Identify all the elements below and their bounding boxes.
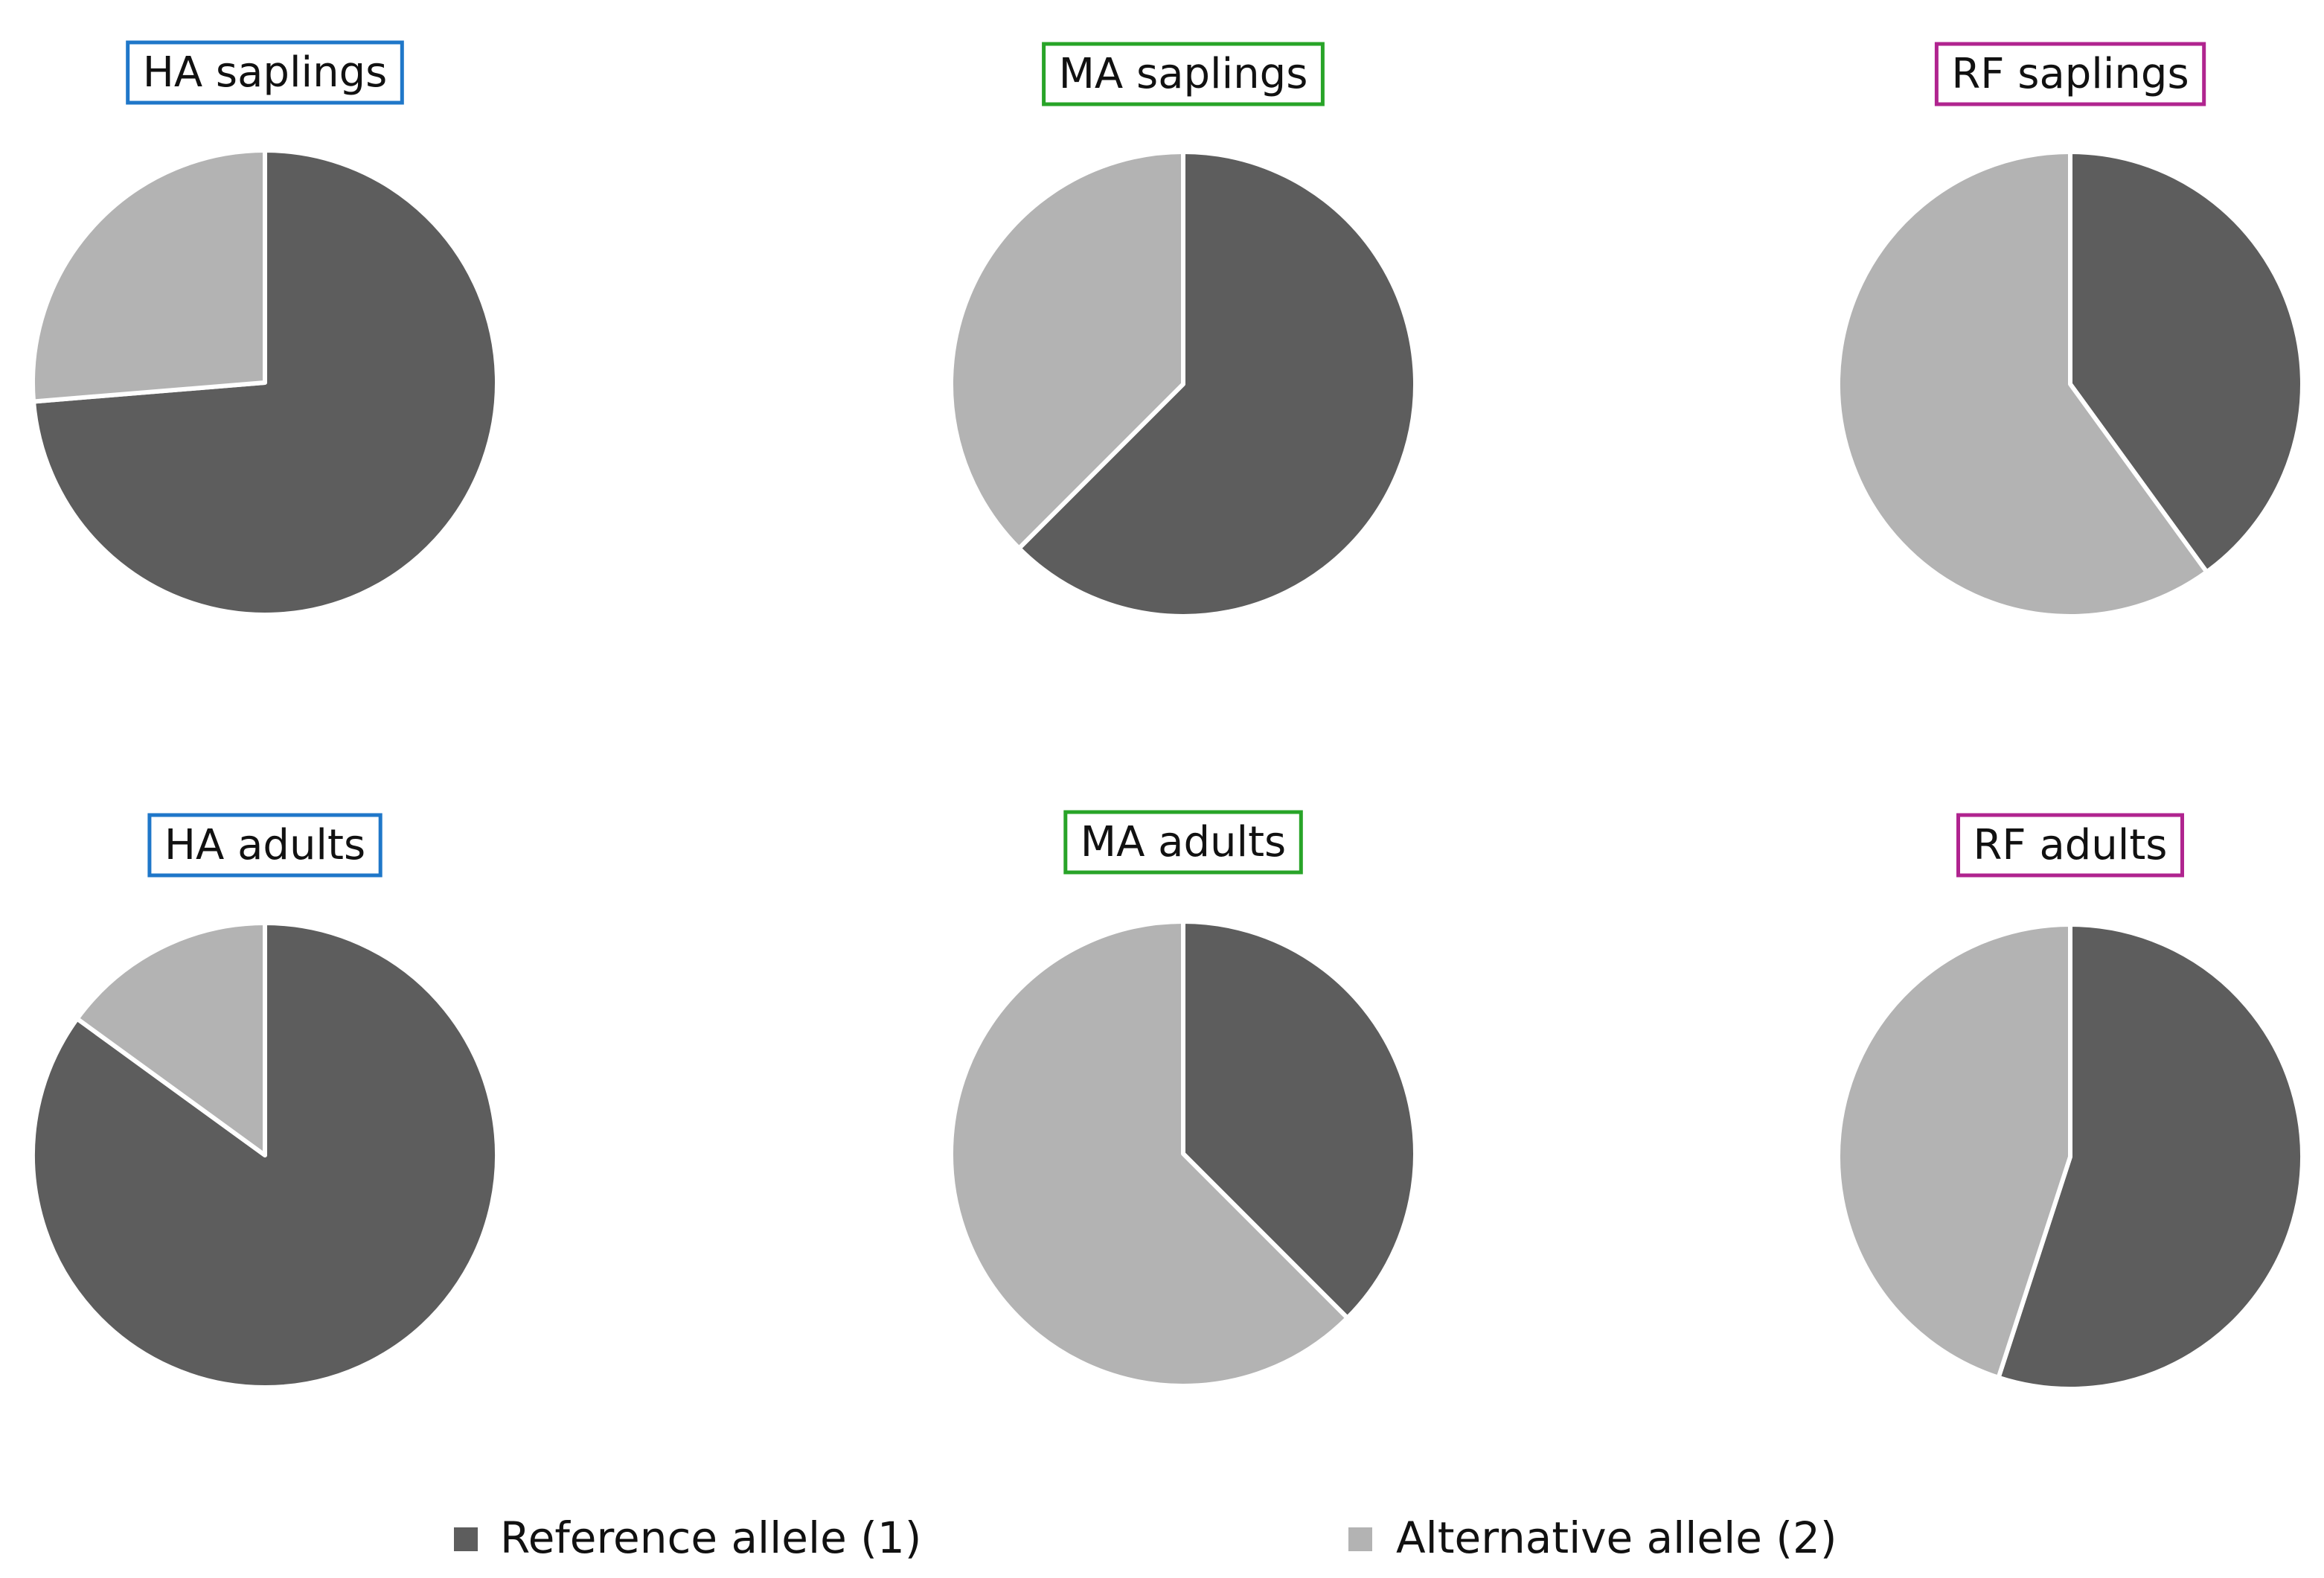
pie-title-frame-ma-saplings (1042, 42, 1325, 106)
pie-ha-saplings: HA saplings (31, 40, 499, 617)
pie-title-ma-adults: MA adults (1081, 818, 1286, 866)
legend-swatch-reference (454, 1527, 478, 1551)
pie-charts-grid: HA saplings MA saplings RF saplings HA adul… (31, 40, 2305, 1391)
pie-title-frame-rf-adults (1956, 813, 2184, 878)
pie-slice-ma-saplings-alternative-allele-2 (949, 150, 1185, 551)
pie-slice-rf-saplings-alternative-allele-2 (1836, 150, 2209, 619)
pie-title-frame-rf-saplings (1934, 42, 2206, 106)
pie-slice-ma-adults-alternative-allele-2 (949, 919, 1350, 1388)
pie-title-rf-saplings: RF saplings (1951, 50, 2189, 98)
pie-slice-ha-adults-alternative-allele-2 (74, 921, 267, 1157)
legend-item-reference: Reference allele (1) (454, 1512, 921, 1563)
legend-swatch-alternative (1348, 1527, 1372, 1551)
legend-item-alternative: Alternative allele (2) (1348, 1512, 1837, 1563)
pie-title-ha-adults: HA adults (164, 821, 365, 869)
pie-title-frame-ma-adults (1063, 810, 1303, 875)
legend-label-reference: Reference allele (1) (500, 1512, 921, 1563)
pie-rf-saplings: RF saplings (1836, 42, 2305, 619)
pie-slice-rf-saplings-reference-allele-1 (2068, 150, 2305, 575)
pie-ma-adults: MA adults (949, 810, 1418, 1388)
pie-slice-ha-saplings-alternative-allele-2 (31, 148, 267, 404)
legend-label-alternative: Alternative allele (2) (1396, 1512, 1837, 1563)
pie-title-rf-adults: RF adults (1974, 821, 2168, 869)
pie-title-ha-saplings: HA saplings (143, 48, 388, 97)
pie-title-ma-saplings: MA saplings (1059, 50, 1308, 98)
pie-title-frame-ha-adults (147, 813, 382, 878)
pie-slice-rf-adults-alternative-allele-2 (1836, 922, 2072, 1380)
pie-ma-saplings: MA saplings (949, 42, 1418, 619)
pie-rf-adults: RF adults (1836, 813, 2305, 1391)
pie-ha-adults: HA adults (31, 813, 499, 1390)
pie-slice-rf-adults-reference-allele-1 (1996, 922, 2305, 1391)
pie-slice-ma-adults-reference-allele-1 (1181, 919, 1418, 1320)
pie-slice-ma-saplings-reference-allele-1 (1017, 150, 1418, 619)
legend: Reference allele (1) Alternative allele … (454, 1512, 1837, 1563)
pie-title-frame-ha-saplings (126, 40, 404, 105)
